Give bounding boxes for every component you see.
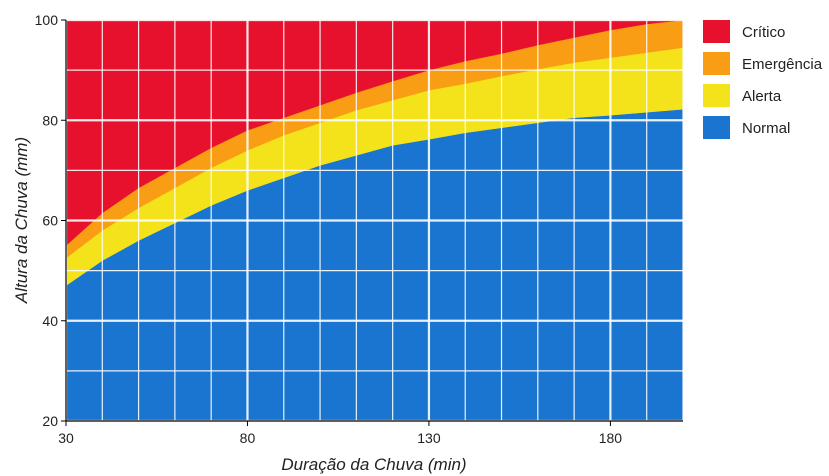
y-tick-label: 100 [35,12,59,28]
legend-swatch [703,116,730,139]
y-tick-label: 80 [42,112,58,128]
legend-label: Alerta [742,88,782,105]
y-tick-label: 40 [42,313,58,329]
legend-swatch [703,84,730,107]
x-tick-label: 180 [599,430,623,446]
x-tick-label: 30 [58,430,74,446]
x-axis-ticks: 30 80 130 180 [58,421,622,446]
legend-label: Crítico [742,24,785,41]
legend-label: Emergência [742,56,823,73]
legend-swatch [703,20,730,43]
legend-label: Normal [742,120,790,137]
legend-swatch [703,52,730,75]
y-tick-label: 20 [42,413,58,429]
x-tick-label: 130 [417,430,441,446]
y-axis-title: Altura da Chuva (mm) [12,137,31,304]
y-tick-label: 60 [42,213,58,229]
x-axis-title: Duração da Chuva (min) [281,455,466,474]
legend: Crítico Emergência Alerta Normal [703,20,823,139]
y-axis-ticks: 20 40 60 80 100 [35,12,66,429]
x-tick-label: 80 [240,430,256,446]
